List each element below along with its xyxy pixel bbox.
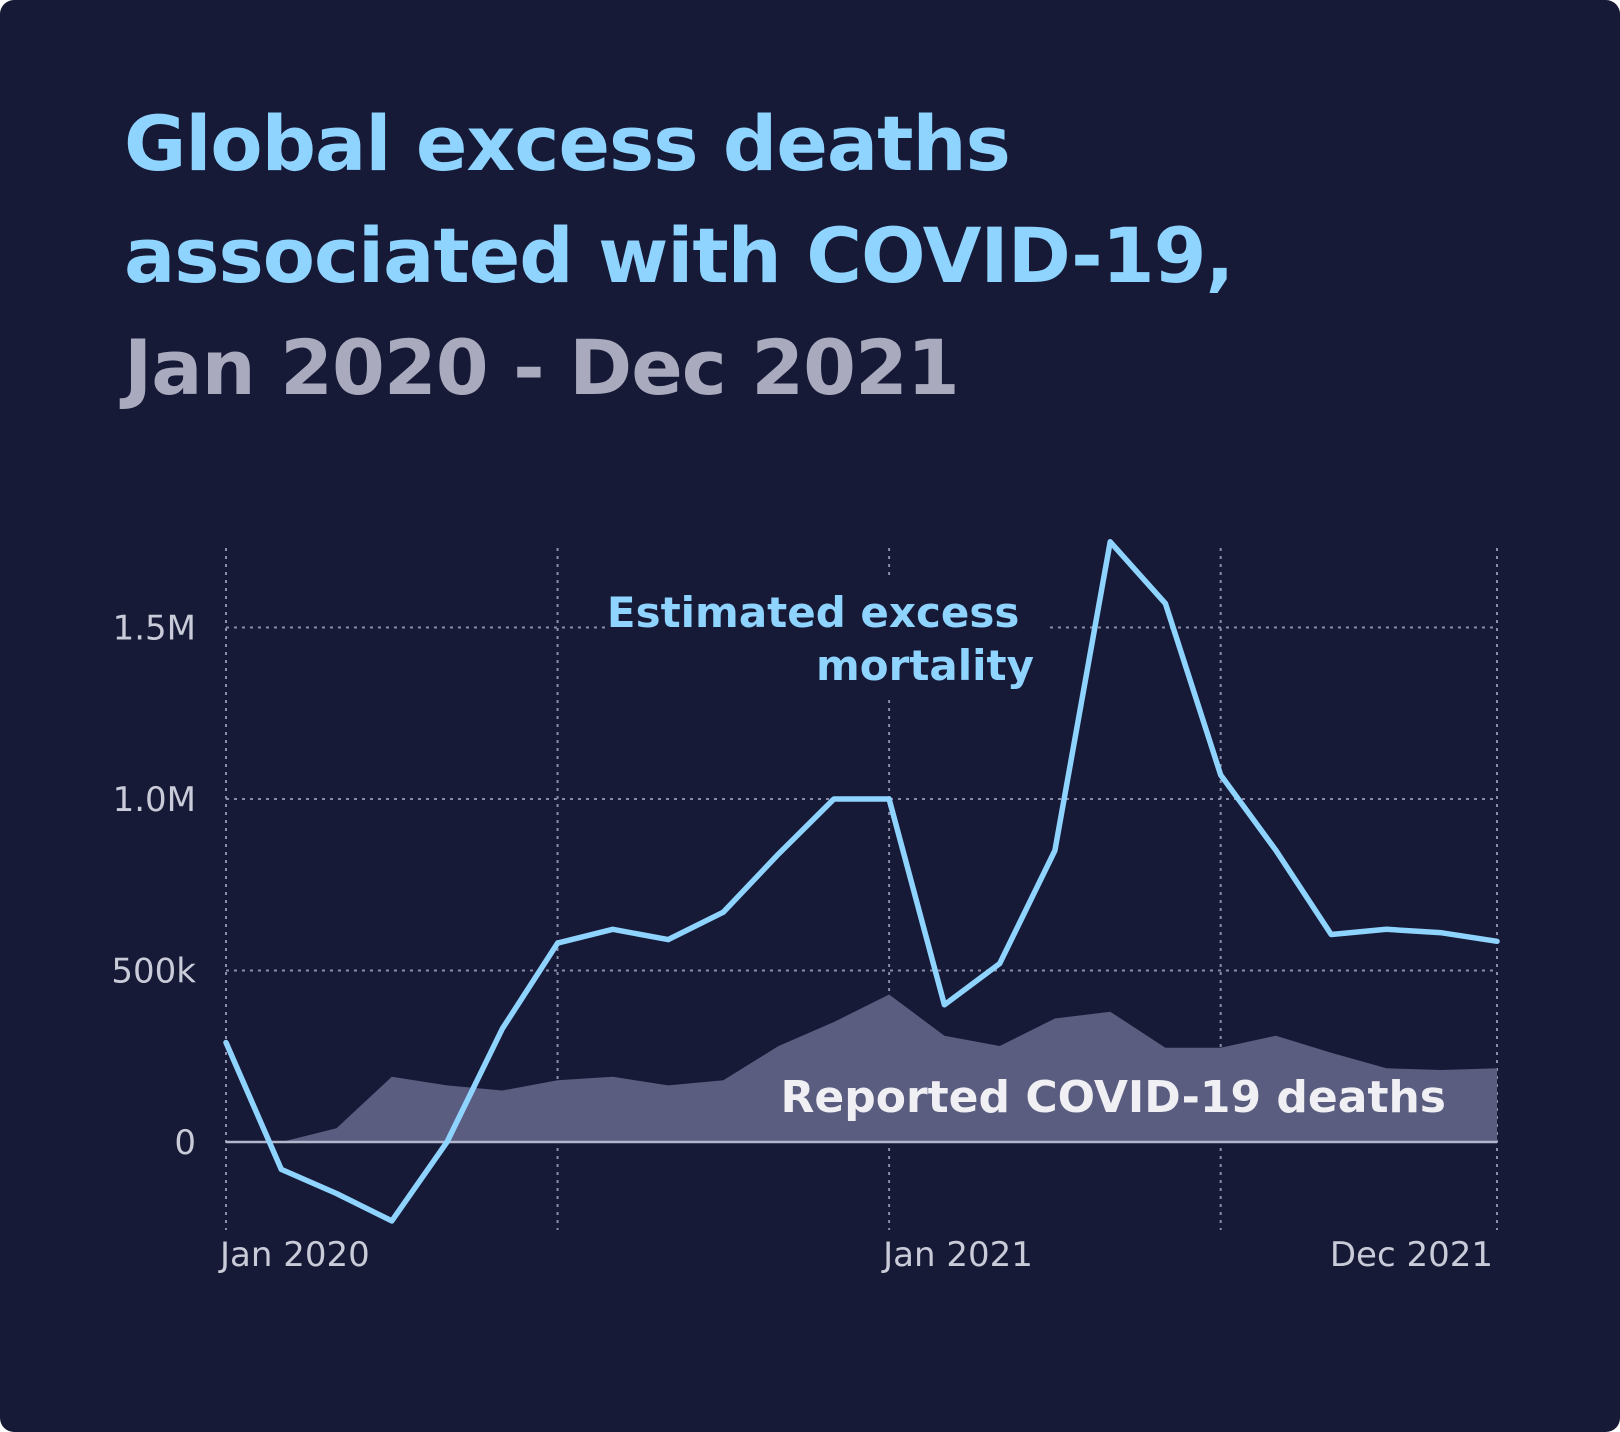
x-axis-ticks: Jan 2020 Jan 2021 Dec 2021	[218, 1235, 1493, 1275]
x-tick-label: Dec 2021	[1330, 1235, 1493, 1275]
y-tick-label: 1.5M	[113, 609, 196, 649]
y-axis-ticks: 0 500k 1.0M 1.5M	[111, 609, 196, 1164]
reported-deaths-area	[226, 994, 1497, 1142]
y-tick-label: 1.0M	[113, 780, 196, 820]
x-tick-label: Jan 2021	[881, 1235, 1033, 1275]
title-line-3: Jan 2020 - Dec 2021	[124, 323, 960, 412]
chart-title: Global excess deaths associated with COV…	[124, 88, 1234, 424]
reported-deaths-area-layer	[226, 994, 1497, 1142]
excess-label-line-1: Estimated excess	[607, 588, 1019, 637]
y-tick-label: 500k	[111, 952, 196, 992]
excess-mortality-line	[223, 539, 1500, 1224]
y-tick-label: 0	[174, 1123, 196, 1163]
reported-deaths-label: Reported COVID-19 deaths	[781, 1072, 1447, 1123]
title-line-2: associated with COVID-19,	[124, 211, 1234, 300]
excess-mortality-line-layer	[223, 539, 1500, 1224]
x-tick-label: Jan 2020	[218, 1235, 370, 1275]
excess-mortality-label: Estimated excess mortality	[607, 588, 1034, 690]
title-line-1: Global excess deaths	[124, 99, 1011, 188]
excess-label-line-2: mortality	[816, 641, 1034, 690]
excess-label-background	[605, 580, 1050, 695]
